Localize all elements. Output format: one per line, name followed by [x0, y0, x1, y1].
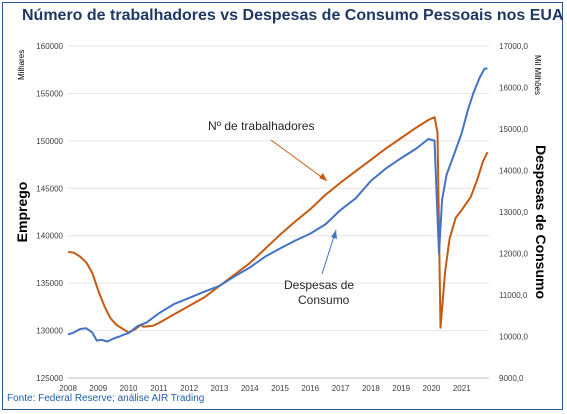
chart-title: Número de trabalhadores vs Despesas de C… [22, 7, 564, 24]
left-axis-label: Emprego [14, 182, 30, 243]
right-axis-unit: Mil Milhões [533, 55, 542, 95]
left-tick-label: 155000 [36, 89, 63, 98]
x-tick-label: 2020 [423, 384, 441, 393]
chart-frame [2, 2, 563, 410]
source-note: Fonte: Federal Reserve; análise AIR Trad… [7, 393, 205, 404]
x-tick-label: 2015 [271, 384, 289, 393]
x-tick-label: 2009 [89, 384, 107, 393]
x-tick-label: 2021 [453, 384, 471, 393]
grid-lines [68, 45, 489, 379]
left-tick-label: 135000 [36, 279, 63, 288]
left-tick-label: 125000 [36, 374, 63, 383]
left-tick-label: 150000 [36, 137, 63, 146]
right-tick-label: 12000,0 [499, 250, 528, 259]
employment-annotation: Nº de trabalhadores [208, 119, 314, 133]
left-tick-label: 130000 [36, 327, 63, 336]
left-tick-label: 140000 [36, 232, 63, 241]
employment-annotation-arrow [270, 139, 328, 182]
right-tick-label: 13000,0 [499, 208, 528, 217]
x-tick-label: 2019 [392, 384, 410, 393]
right-axis-ticks: 9000,0 10000,0 11000,0 12000,0 13000,0 14000,… [499, 42, 528, 383]
right-tick-label: 9000,0 [499, 374, 524, 383]
left-axis-ticks: 125000 130000 135000 140000 145000 150000 1550… [36, 42, 63, 383]
right-axis-label: Despesas de Consumo [533, 145, 549, 299]
x-tick-label: 2017 [332, 384, 350, 393]
x-tick-label: 2013 [211, 384, 229, 393]
x-tick-label: 2018 [362, 384, 380, 393]
right-tick-label: 11000,0 [499, 291, 528, 300]
left-tick-label: 160000 [36, 42, 63, 51]
x-tick-label: 2016 [301, 384, 319, 393]
right-tick-label: 15000,0 [499, 125, 528, 134]
employment-series-line [67, 116, 489, 334]
x-tick-label: 2010 [120, 384, 138, 393]
consumption-annotation-line1: Despesas de [284, 278, 354, 292]
x-tick-label: 2008 [59, 384, 77, 393]
x-tick-label: 2014 [241, 384, 259, 393]
consumption-annotation-line2: Consumo [298, 293, 350, 307]
right-tick-label: 14000,0 [499, 167, 528, 176]
right-tick-label: 17000,0 [499, 42, 528, 51]
right-tick-label: 16000,0 [499, 84, 528, 93]
x-tick-label: 2012 [180, 384, 198, 393]
consumption-arrowhead [331, 230, 337, 239]
left-axis-unit: Milhares [17, 50, 26, 80]
employment-arrowhead [319, 173, 327, 181]
x-axis-ticks: 2008 2009 2010 2011 2012 2013 2014 2015 2016 2017… [59, 384, 471, 393]
x-tick-label: 2011 [150, 384, 168, 393]
right-tick-label: 10000,0 [499, 333, 528, 342]
consumption-series-line [67, 67, 488, 343]
left-tick-label: 145000 [36, 184, 63, 193]
series-layer [67, 67, 489, 343]
